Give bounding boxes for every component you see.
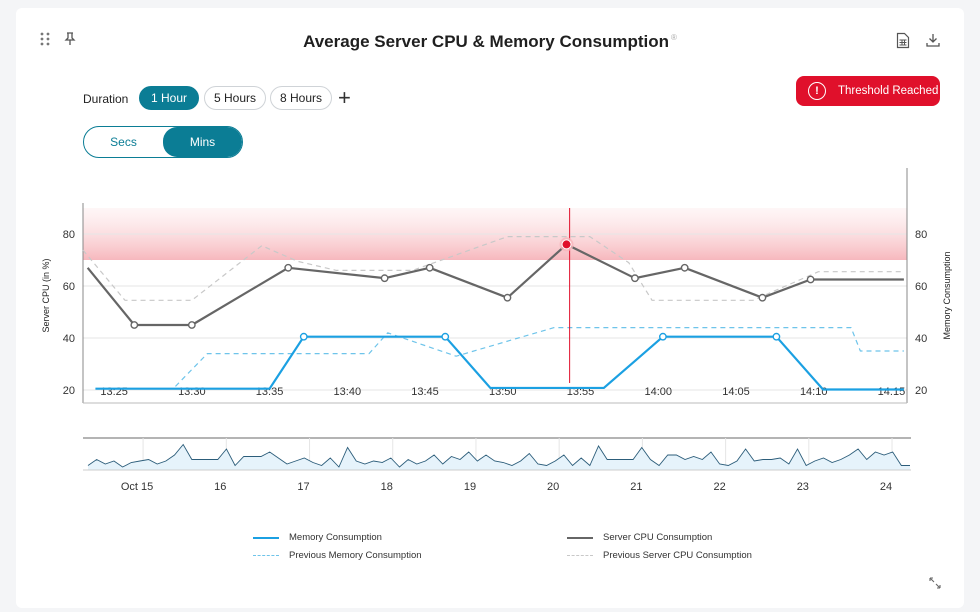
data-point[interactable] [187, 321, 196, 329]
data-point[interactable] [284, 263, 293, 272]
legend-swatch [567, 536, 593, 539]
data-point[interactable] [130, 321, 139, 329]
title-mark: ® [671, 33, 677, 43]
data-point[interactable] [806, 275, 815, 284]
alert-icon: ! [808, 82, 826, 100]
y2-tick-label: 20 [915, 385, 927, 397]
y-tick-label: 80 [63, 229, 75, 241]
legend-swatch [253, 555, 279, 556]
legend-label: Server CPU Consumption [603, 532, 713, 543]
threshold-reached-label: Threshold Reached [838, 85, 939, 97]
y2-tick-label: 60 [915, 281, 927, 293]
unit-toggle: Secs Mins [83, 126, 243, 158]
navigator-line [87, 443, 910, 468]
y2-tick-label: 80 [915, 229, 927, 241]
x-tick-label: 14:05 [722, 386, 750, 398]
y-axis-title: Server CPU (in %) [41, 258, 51, 332]
navigator-x-tick-label: 24 [880, 481, 892, 493]
y2-tick-label: 40 [915, 333, 927, 345]
navigator-x-tick-label: 16 [214, 481, 226, 493]
navigator-x-tick-label: 18 [381, 481, 393, 493]
navigator-chart[interactable]: Oct 15 16 17 18 19 20 21 22 23 24 [16, 428, 964, 508]
y-tick-label: 40 [63, 333, 75, 345]
x-tick-label: 13:40 [334, 386, 362, 398]
navigator-x-tick-label: 20 [547, 481, 559, 493]
data-point[interactable] [425, 263, 434, 272]
data-point[interactable] [380, 274, 389, 283]
expand-icon[interactable] [926, 574, 944, 592]
duration-5-hours-chip[interactable]: 5 Hours [204, 86, 266, 110]
highlight-point[interactable] [561, 239, 572, 250]
spreadsheet-icon[interactable] [894, 31, 912, 49]
navigator-x-tick-label: 23 [797, 481, 809, 493]
memory-consumption-line [95, 335, 904, 391]
chart-title: Average Server CPU & Memory Consumption ® [16, 32, 964, 52]
legend-item[interactable]: Memory Consumption [253, 532, 382, 543]
y2-axis-title: Memory Consumption [942, 251, 952, 339]
threshold-reached-badge[interactable]: ! Threshold Reached [796, 76, 940, 106]
duration-8-hours-chip[interactable]: 8 Hours [270, 86, 332, 110]
add-duration-button[interactable]: + [338, 85, 351, 110]
data-point[interactable] [441, 332, 450, 341]
navigator-area [88, 444, 910, 470]
navigator-x-tick-label: 22 [713, 481, 725, 493]
x-tick-label: 14:00 [644, 386, 672, 398]
drag-handle-icon[interactable] [36, 30, 54, 48]
data-point[interactable] [631, 274, 639, 283]
unit-secs-option[interactable]: Secs [110, 135, 137, 149]
data-point[interactable] [680, 263, 689, 272]
data-point[interactable] [503, 293, 512, 302]
chart-card: Average Server CPU & Memory Consumption ®… [16, 8, 964, 608]
duration-label: Duration [83, 92, 129, 106]
legend-label: Previous Memory Consumption [289, 550, 422, 561]
x-tick-label: 13:45 [411, 386, 439, 398]
legend-item[interactable]: Previous Memory Consumption [253, 550, 422, 561]
legend-swatch [567, 555, 593, 556]
download-icon[interactable] [924, 31, 942, 49]
y-tick-label: 20 [63, 385, 75, 397]
y-tick-label: 60 [63, 281, 75, 293]
pin-icon[interactable] [61, 30, 79, 48]
previous-memory-consumption-line [95, 327, 904, 390]
legend-item[interactable]: Previous Server CPU Consumption [567, 550, 752, 561]
x-tick-label: 14:10 [800, 386, 828, 398]
legend-label: Memory Consumption [289, 532, 382, 543]
legend-swatch [253, 536, 279, 539]
duration-1-hour-chip[interactable]: 1 Hour [139, 86, 199, 110]
navigator-x-tick-label: 19 [464, 481, 476, 493]
data-point[interactable] [659, 332, 667, 341]
main-line-chart[interactable]: 20 20 40 40 60 60 80 80 Server CPU (in %) Memory … [16, 8, 964, 428]
navigator-x-tick-label: 17 [297, 481, 309, 493]
navigator-x-tick-label: Oct 15 [121, 481, 153, 493]
previous-server-cpu-consumption-line [82, 236, 904, 301]
x-tick-label: 14:15 [878, 386, 906, 398]
chart-title-text: Average Server CPU & Memory Consumption [303, 32, 669, 51]
data-point[interactable] [299, 332, 308, 341]
unit-mins-option[interactable]: Mins [163, 127, 242, 157]
navigator-x-tick-label: 21 [630, 481, 642, 493]
data-point[interactable] [772, 332, 781, 341]
legend-label: Previous Server CPU Consumption [603, 550, 752, 561]
legend-item[interactable]: Server CPU Consumption [567, 532, 712, 543]
data-point[interactable] [758, 293, 767, 302]
